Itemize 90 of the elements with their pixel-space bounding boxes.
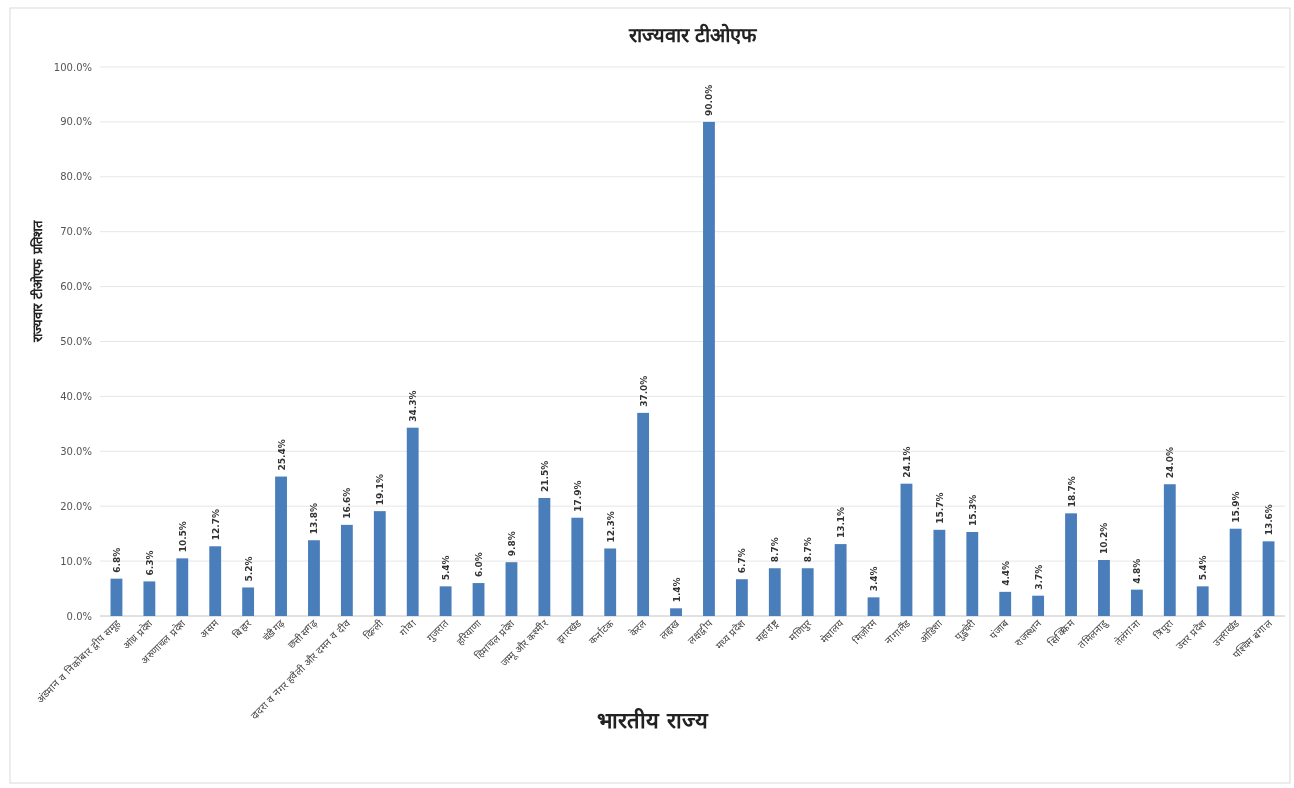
data-label: 15.9%: [1231, 491, 1242, 523]
x-tick-label: केरल: [627, 617, 649, 639]
bar: [801, 568, 814, 616]
bar: [505, 562, 518, 616]
y-tick-label: 90.0%: [60, 116, 92, 128]
y-tick-label: 20.0%: [60, 500, 92, 512]
bar: [1196, 586, 1209, 616]
data-label: 13.1%: [836, 506, 847, 539]
bar: [637, 412, 650, 616]
bar: [933, 529, 946, 616]
data-label: 24.0%: [1165, 447, 1176, 479]
data-label: 21.5%: [539, 460, 550, 492]
bar: [340, 524, 353, 616]
data-label: 6.7%: [737, 548, 748, 574]
data-label: 24.1%: [901, 446, 912, 478]
bar: [143, 581, 156, 616]
y-tick-label: 70.0%: [60, 226, 92, 238]
bar: [1065, 513, 1077, 616]
data-label: 15.7%: [934, 492, 945, 524]
bar: [571, 517, 584, 616]
bar: [275, 476, 287, 616]
data-label: 90.0%: [704, 84, 715, 116]
y-tick-label: 50.0%: [60, 336, 92, 347]
bar: [768, 568, 781, 616]
bar: [439, 586, 452, 616]
data-label: 5.4%: [441, 555, 452, 581]
x-axis-title: भारतीय राज्य: [597, 707, 709, 733]
x-tick-label: मध्य प्रदेश: [713, 617, 748, 652]
data-label: 19.1%: [375, 473, 386, 506]
data-label: 1.4%: [671, 577, 682, 603]
bar: [242, 587, 255, 616]
bar: [1229, 528, 1242, 616]
bar: [1032, 595, 1045, 616]
data-label: 6.8%: [111, 547, 122, 573]
bar: [900, 483, 913, 616]
data-label: 8.7%: [770, 537, 781, 563]
data-label: 13.8%: [309, 503, 320, 535]
bar: [966, 532, 979, 616]
y-axis-title: राज्यवार टीओएफ प्रतिशत: [30, 220, 45, 343]
bar: [867, 597, 880, 616]
y-tick-label: 30.0%: [60, 445, 92, 457]
bar: [604, 548, 617, 616]
bar: [670, 608, 682, 616]
bar: [209, 546, 222, 616]
x-tick-label: गोवा: [397, 617, 419, 639]
y-tick-label: 0.0%: [66, 610, 92, 622]
data-label: 6.3%: [144, 550, 155, 576]
y-tick-label: 10.0%: [60, 555, 92, 567]
bar: [999, 591, 1012, 616]
bar: [110, 578, 123, 616]
data-label: 16.6%: [342, 487, 353, 519]
data-label: 4.8%: [1132, 558, 1143, 584]
y-tick-label: 40.0%: [60, 390, 92, 402]
bar: [735, 579, 748, 616]
data-label: 12.3%: [605, 511, 616, 543]
data-label: 10.2%: [1099, 522, 1110, 554]
bar: [472, 583, 485, 616]
data-label: 34.3%: [408, 390, 419, 422]
bar: [1130, 589, 1143, 616]
bar: [703, 121, 715, 616]
data-label: 4.4%: [1000, 560, 1011, 586]
data-label: 10.5%: [177, 521, 188, 553]
y-tick-label: 100.0%: [53, 61, 92, 73]
data-label: 13.6%: [1264, 504, 1275, 536]
bar: [176, 558, 189, 616]
data-label: 3.4%: [869, 566, 880, 592]
data-label: 17.9%: [572, 480, 583, 512]
data-label: 25.4%: [276, 439, 287, 471]
data-label: 15.3%: [967, 494, 978, 526]
data-label: 9.8%: [506, 531, 517, 557]
bar: [834, 544, 847, 616]
data-label: 6.0%: [474, 552, 485, 578]
data-label: 8.7%: [803, 537, 814, 563]
bar: [1098, 560, 1110, 616]
data-label: 3.7%: [1033, 564, 1044, 590]
data-label: 37.0%: [638, 375, 649, 407]
data-label: 12.7%: [210, 509, 221, 541]
data-label: 18.7%: [1066, 476, 1077, 508]
bar: [308, 540, 320, 616]
data-label: 5.2%: [243, 556, 254, 582]
bar: [1262, 541, 1275, 616]
bar: [538, 497, 551, 616]
x-tick-label: उत्तर प्रदेश: [1174, 617, 1209, 652]
data-label: 5.4%: [1198, 555, 1209, 581]
bar: [406, 427, 419, 616]
chart-title: राज्यवार टीओएफ: [627, 23, 759, 47]
bar: [373, 511, 386, 616]
y-tick-label: 80.0%: [60, 171, 92, 183]
bar: [1163, 484, 1176, 616]
y-tick-label: 60.0%: [60, 281, 92, 293]
